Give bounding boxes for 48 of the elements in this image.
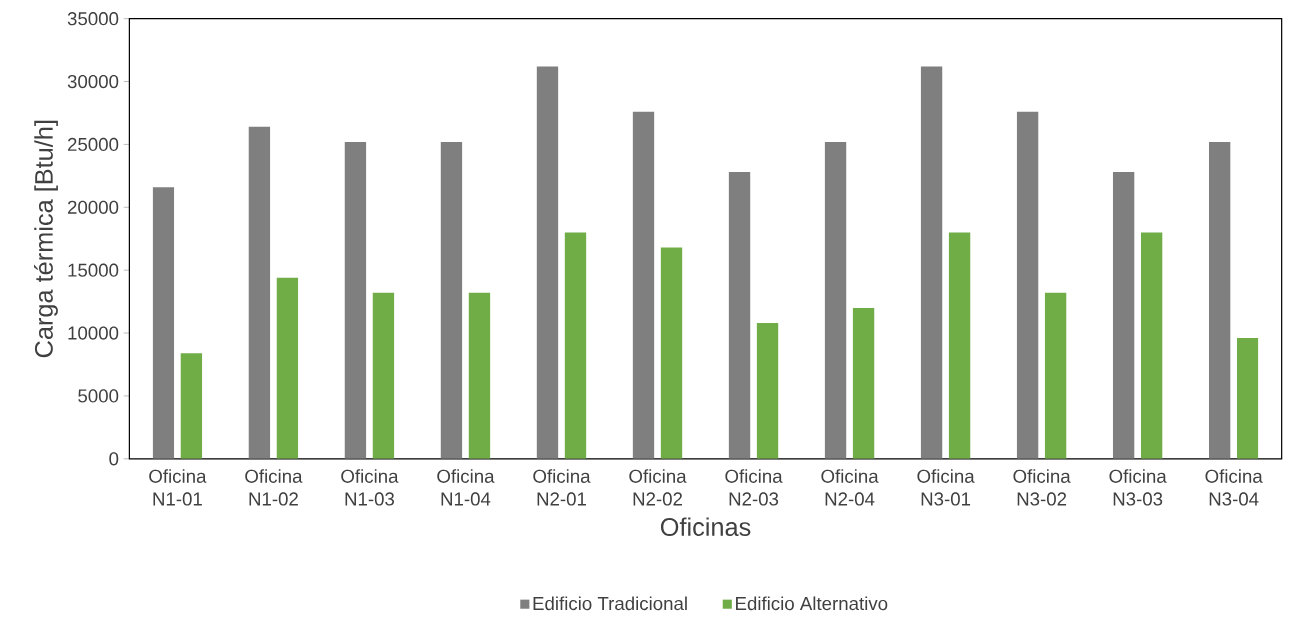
bar: [824, 141, 847, 459]
bar: [440, 141, 463, 459]
y-tick-label: 25000: [67, 137, 119, 151]
bar: [276, 277, 299, 459]
y-tick-label: 30000: [67, 74, 119, 89]
bar: [180, 353, 203, 459]
x-axis-title: Oficinas: [660, 517, 751, 536]
y-tick-label: 15000: [68, 263, 119, 277]
y-axis-title: Carga térmica [Btu/h]: [33, 120, 58, 358]
x-tick-label: Oficina N3-03: [1109, 469, 1167, 506]
bar: [1236, 337, 1259, 459]
x-tick-label: Oficina N1-01: [149, 469, 207, 506]
x-tick-label: Oficina N1-03: [341, 469, 399, 506]
y-tick-label: 20000: [67, 200, 119, 214]
bar: [1016, 111, 1039, 459]
bar: [344, 141, 367, 459]
bar: [468, 292, 491, 459]
x-tick-label: Oficina N3-02: [1013, 469, 1071, 506]
bar: [852, 307, 875, 459]
y-tick-label: 5000: [78, 389, 119, 403]
bar: [1140, 232, 1163, 459]
legend-label: Edificio Tradicional: [533, 596, 687, 611]
y-tick-label: 10000: [68, 326, 119, 340]
bar: [152, 187, 175, 459]
y-tick-label: 0: [109, 452, 119, 466]
x-tick-label: Oficina N1-02: [245, 469, 303, 506]
x-tick-label: Oficina N2-02: [629, 469, 687, 506]
x-tick-label: Oficina N3-01: [917, 469, 975, 506]
x-tick-label: Oficina N1-04: [437, 469, 495, 506]
bar: [248, 126, 271, 459]
x-tick-label: Oficina N2-04: [821, 469, 879, 506]
bar: [564, 232, 587, 459]
bar: [632, 111, 655, 459]
bar: [728, 172, 751, 459]
x-tick-label: Oficina N2-03: [725, 469, 783, 506]
bar: [660, 247, 683, 459]
x-tick-label: Oficina N3-04: [1205, 469, 1263, 506]
x-tick-label: Oficina N2-01: [533, 469, 591, 506]
bar: [756, 322, 779, 459]
bar: [1112, 172, 1135, 459]
bar: [1044, 292, 1067, 459]
bar: [536, 66, 559, 459]
bar: [920, 66, 943, 459]
legend-label: Edificio Alternativo: [736, 596, 888, 611]
bar: [948, 232, 971, 459]
bar: [1208, 141, 1231, 459]
y-tick-label: 35000: [67, 11, 119, 26]
bar: [372, 292, 395, 459]
